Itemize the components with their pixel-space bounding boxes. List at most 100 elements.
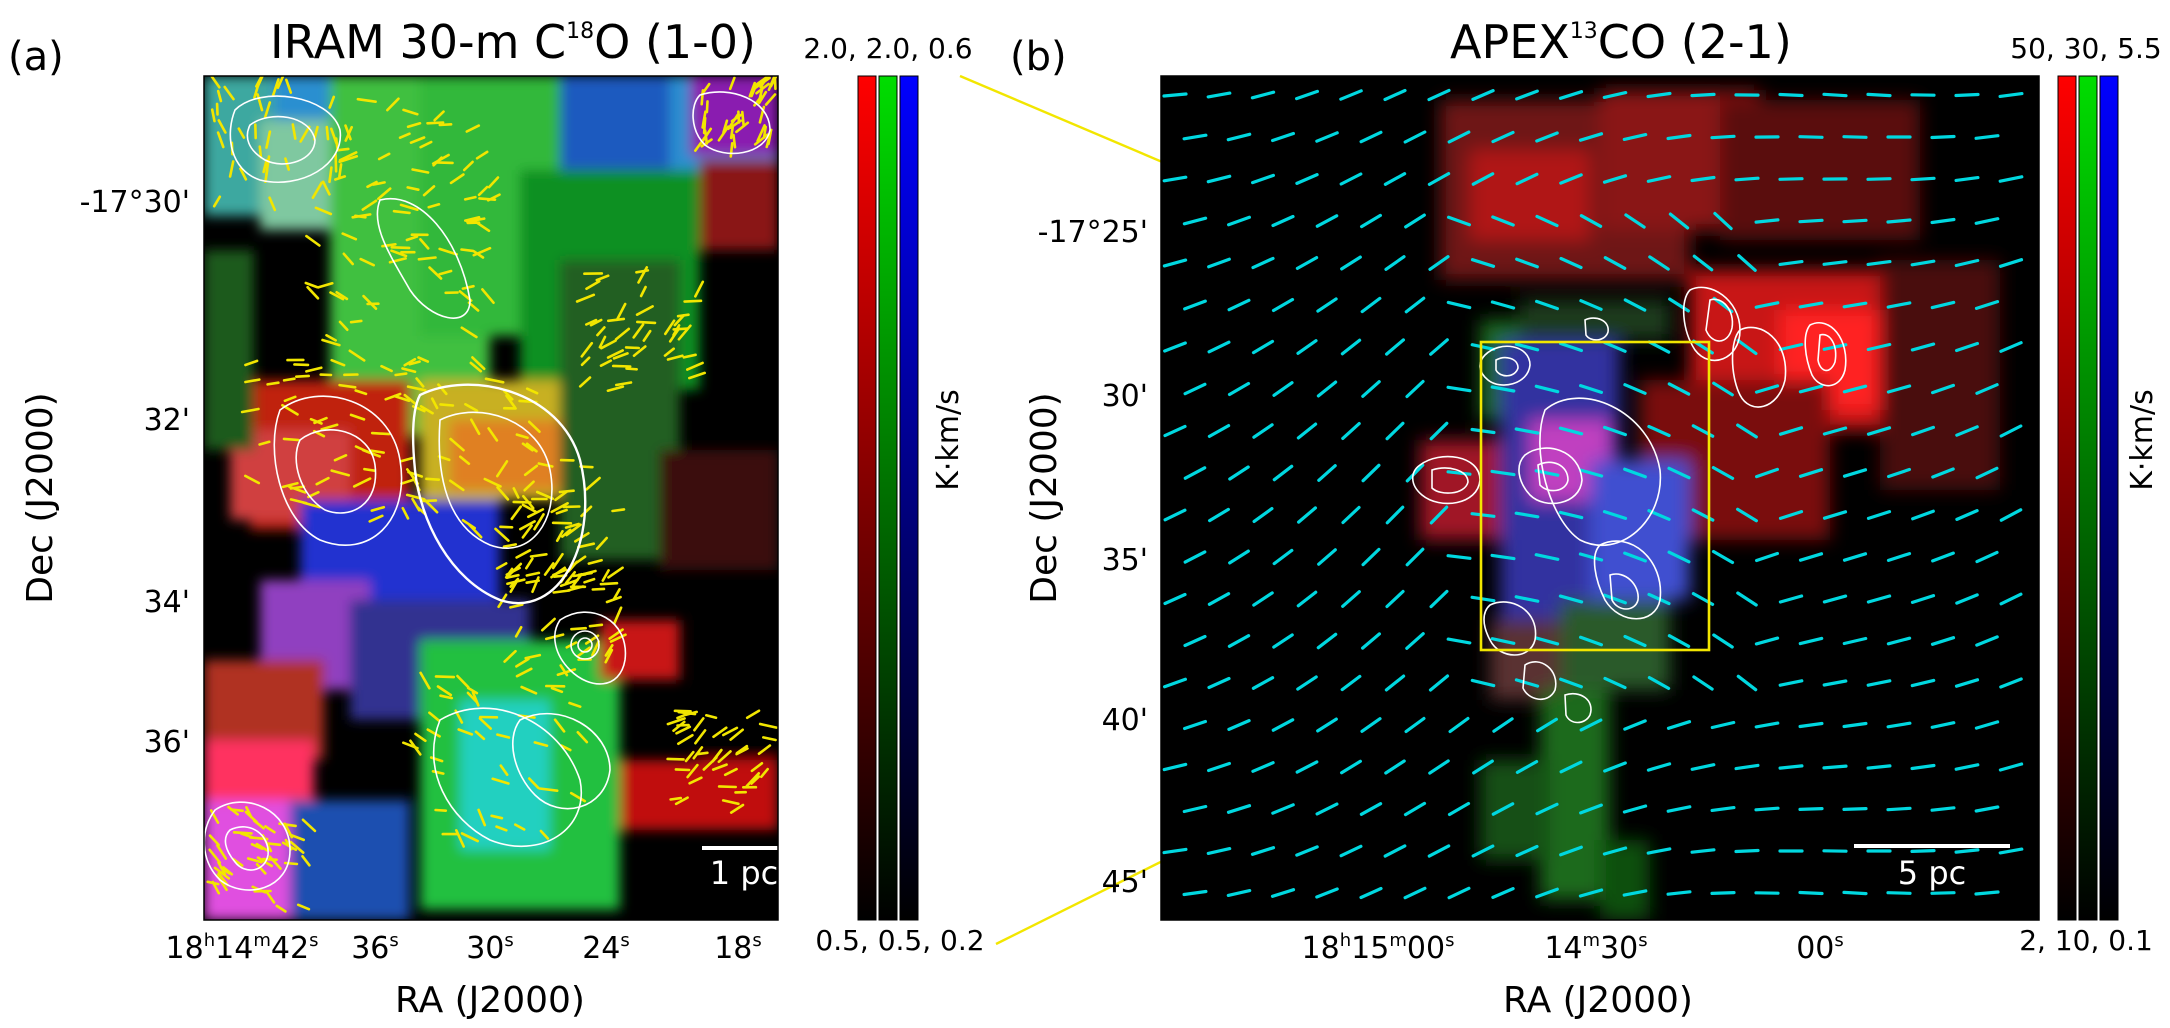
polarization-vector bbox=[250, 842, 264, 851]
polarization-vector bbox=[1646, 91, 1672, 99]
polarization-vector bbox=[1623, 551, 1647, 563]
polarization-vector bbox=[333, 175, 347, 181]
polarization-vector bbox=[1842, 135, 1868, 139]
polarization-vector bbox=[1886, 467, 1912, 479]
polarization-vector bbox=[1602, 90, 1628, 100]
polarization-vector bbox=[1361, 463, 1381, 483]
polarization-vector bbox=[1272, 633, 1294, 649]
polarization-vector bbox=[1778, 594, 1804, 604]
polarization-vector bbox=[757, 744, 772, 756]
polarization-vector bbox=[338, 155, 359, 164]
polarization-vector bbox=[543, 562, 555, 576]
polarization-vector bbox=[406, 186, 420, 191]
panel-a-x-axis: 18h14m42s 36s 30s 24s 18s RA (J2000) bbox=[166, 930, 762, 1021]
polarization-vector bbox=[371, 181, 386, 186]
polarization-vector bbox=[539, 829, 550, 840]
polarization-vector bbox=[1227, 634, 1251, 648]
polarization-vector bbox=[614, 327, 631, 341]
polarization-vector bbox=[693, 136, 707, 152]
polarization-vector bbox=[255, 842, 269, 852]
polarization-vector bbox=[1514, 595, 1540, 603]
panel-a: (a) IRAM 30-m C18O (1-0) bbox=[8, 15, 985, 1021]
polarization-vector bbox=[1559, 173, 1583, 185]
polarization-vector bbox=[675, 725, 692, 735]
polarization-vector bbox=[336, 147, 350, 152]
polarization-vector bbox=[1535, 802, 1559, 816]
panel-a-contours bbox=[204, 91, 771, 891]
polarization-vector bbox=[232, 830, 253, 835]
polarization-vector bbox=[1251, 256, 1275, 270]
polarization-vector bbox=[244, 810, 258, 824]
polarization-vector bbox=[338, 151, 358, 162]
polarization-vector bbox=[1162, 175, 1188, 183]
polarization-vector bbox=[258, 440, 271, 446]
polarization-vector bbox=[523, 464, 539, 477]
polarization-vector bbox=[415, 377, 425, 388]
polarization-vector bbox=[1622, 889, 1648, 897]
panel-b: (b) APEX13CO (2-1) bbox=[1010, 15, 2162, 1021]
polarization-vector bbox=[398, 132, 411, 139]
polarization-vector bbox=[514, 625, 523, 638]
polarization-vector bbox=[1842, 806, 1868, 812]
polarization-vector bbox=[1559, 845, 1583, 857]
polarization-vector bbox=[1515, 257, 1539, 269]
polarization-vector bbox=[376, 187, 392, 201]
polarization-vector bbox=[757, 90, 768, 105]
polarization-vector bbox=[419, 238, 430, 250]
panel-b-x-axis-label: RA (J2000) bbox=[1503, 980, 1693, 1021]
polarization-vector bbox=[717, 785, 738, 789]
polarization-vector bbox=[635, 305, 654, 317]
polarization-vector bbox=[553, 718, 566, 733]
polarization-vector bbox=[717, 750, 732, 764]
polarization-vector bbox=[1798, 384, 1824, 394]
polarization-vector bbox=[1690, 848, 1716, 854]
polarization-vector bbox=[1842, 218, 1868, 224]
polarization-vector bbox=[1602, 846, 1628, 856]
polarization-vector bbox=[525, 571, 541, 577]
polarization-vector bbox=[448, 479, 465, 492]
polarization-vector bbox=[258, 145, 263, 159]
polarization-vector bbox=[1448, 716, 1470, 734]
polarization-vector bbox=[1470, 343, 1496, 351]
polarization-vector bbox=[765, 128, 773, 149]
polarization-vector bbox=[1886, 551, 1912, 563]
polarization-vector bbox=[1429, 338, 1449, 356]
polarization-vector bbox=[1998, 258, 2024, 268]
polarization-vector bbox=[1272, 464, 1294, 482]
polarization-vector bbox=[403, 393, 418, 407]
polarization-vector bbox=[352, 477, 372, 488]
polarization-vector bbox=[601, 569, 610, 582]
panel-a-polarization-vectors bbox=[206, 76, 778, 913]
polarization-vector bbox=[596, 326, 606, 337]
panel-a-xtick: 24s bbox=[582, 930, 630, 966]
polarization-vector bbox=[1930, 806, 1956, 812]
polarization-vector bbox=[1842, 552, 1868, 562]
polarization-vector bbox=[265, 130, 272, 149]
polarization-vector bbox=[411, 497, 421, 512]
polarization-vector bbox=[402, 108, 419, 116]
polarization-vector bbox=[392, 209, 411, 215]
polarization-vector bbox=[1778, 764, 1804, 770]
polarization-vector bbox=[1798, 636, 1824, 646]
zoom-box bbox=[1479, 340, 1711, 652]
polarization-vector bbox=[663, 319, 676, 336]
polarization-vector bbox=[639, 285, 647, 298]
polarization-vector bbox=[1866, 260, 1892, 266]
polarization-vector bbox=[1446, 554, 1472, 560]
polarization-vector bbox=[604, 648, 614, 664]
polarization-vector bbox=[1490, 637, 1516, 645]
polarization-vector bbox=[216, 844, 228, 860]
panel-b-y-axis-label: Dec (J2000) bbox=[1024, 392, 1065, 603]
polarization-vector bbox=[559, 744, 572, 752]
polarization-vector bbox=[1754, 636, 1780, 646]
polarization-vector bbox=[1182, 719, 1208, 731]
polarization-vector bbox=[325, 333, 338, 342]
polarization-vector bbox=[551, 552, 564, 570]
polarization-vector bbox=[764, 93, 777, 106]
polarization-vector bbox=[1736, 338, 1758, 356]
polarization-vector bbox=[1778, 426, 1804, 436]
polarization-vector bbox=[1754, 218, 1780, 224]
polarization-vector bbox=[560, 528, 572, 538]
polarization-vector bbox=[1647, 592, 1671, 606]
polarization-vector bbox=[1954, 341, 1980, 353]
